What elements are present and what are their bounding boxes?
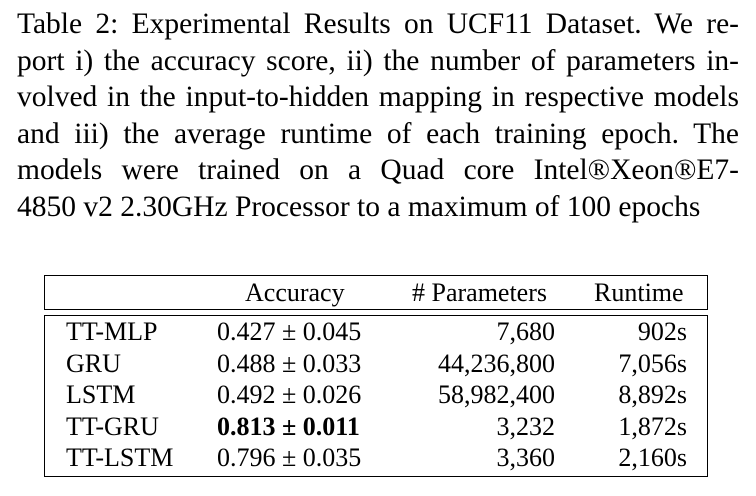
cell-model: GRU — [66, 348, 121, 378]
cell-runtime: 7,056s — [618, 348, 687, 378]
cell-accuracy: 0.796 ± 0.035 — [217, 443, 362, 472]
cell-accuracy: 0.813 ± 0.011 — [217, 411, 360, 441]
header-parameters: # Parameters — [412, 278, 548, 307]
header-accuracy: Accuracy — [245, 278, 345, 307]
table-body: TT-MLP 0.427 ± 0.045 7,680 902s GRU 0.488 ± 0… — [44, 315, 708, 477]
cell-model: TT-GRU — [66, 411, 159, 441]
table-header: Accuracy # Parameters Runtime — [44, 275, 708, 310]
cell-accuracy: 0.488 ± 0.033 — [217, 348, 362, 378]
caption-line: 4850 v2 2.30GHz Processor to a maximum o… — [17, 190, 701, 223]
cell-accuracy: 0.492 ± 0.026 — [217, 380, 362, 409]
caption-line: volved in the input-to-hidden mapping in… — [17, 81, 739, 114]
table-caption: Table 2: Experimental Results on UCF11 D… — [17, 6, 739, 226]
results-table: Accuracy # Parameters Runtime TT-MLP 0.42… — [44, 275, 708, 477]
cell-runtime: 902s — [637, 317, 687, 346]
cell-parameters: 44,236,800 — [438, 348, 555, 378]
header-runtime: Runtime — [594, 278, 684, 307]
caption-line: port i) the accuracy score, ii) the numb… — [17, 44, 739, 77]
cell-parameters: 58,982,400 — [438, 380, 555, 409]
cell-model: TT-MLP — [66, 317, 158, 346]
cell-parameters: 3,360 — [496, 443, 556, 472]
cell-accuracy: 0.427 ± 0.045 — [217, 317, 362, 346]
cell-runtime: 8,892s — [618, 380, 687, 409]
caption-line: Table 2: Experimental Results on UCF11 D… — [17, 8, 739, 40]
cell-runtime: 1,872s — [618, 411, 687, 441]
cell-model: LSTM — [66, 380, 136, 409]
caption-line: models were trained on a Quad core Intel… — [17, 154, 739, 187]
cell-parameters: 7,680 — [496, 317, 556, 346]
caption-line: and iii) the average runtime of each tra… — [17, 117, 739, 150]
cell-parameters: 3,232 — [496, 411, 556, 441]
cell-runtime: 2,160s — [618, 443, 687, 472]
cell-model: TT-LSTM — [66, 443, 174, 472]
